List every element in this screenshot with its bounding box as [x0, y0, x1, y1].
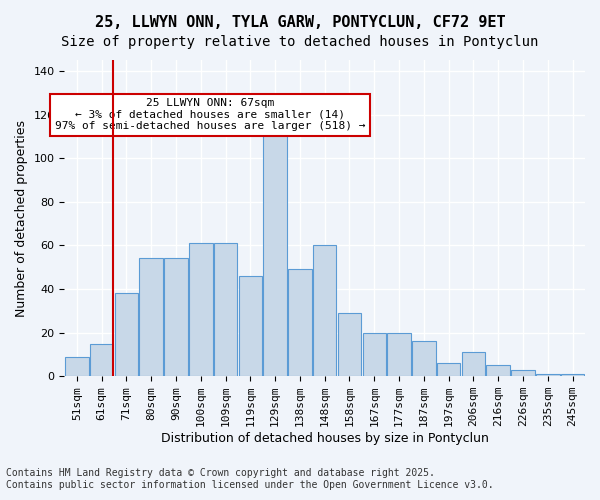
Bar	[487, 366, 510, 376]
Bar	[437, 363, 460, 376]
Bar	[313, 246, 337, 376]
Bar	[164, 258, 188, 376]
Bar	[90, 344, 113, 376]
Bar	[536, 374, 560, 376]
Bar	[461, 352, 485, 376]
Text: 25, LLWYN ONN, TYLA GARW, PONTYCLUN, CF72 9ET: 25, LLWYN ONN, TYLA GARW, PONTYCLUN, CF7…	[95, 15, 505, 30]
Bar	[412, 342, 436, 376]
X-axis label: Distribution of detached houses by size in Pontyclun: Distribution of detached houses by size …	[161, 432, 488, 445]
Text: Size of property relative to detached houses in Pontyclun: Size of property relative to detached ho…	[61, 35, 539, 49]
Bar	[189, 243, 212, 376]
Bar	[561, 374, 584, 376]
Text: 25 LLWYN ONN: 67sqm
← 3% of detached houses are smaller (14)
97% of semi-detache: 25 LLWYN ONN: 67sqm ← 3% of detached hou…	[55, 98, 365, 131]
Bar	[239, 276, 262, 376]
Bar	[214, 243, 238, 376]
Bar	[139, 258, 163, 376]
Bar	[263, 130, 287, 376]
Text: Contains HM Land Registry data © Crown copyright and database right 2025.
Contai: Contains HM Land Registry data © Crown c…	[6, 468, 494, 490]
Bar	[338, 313, 361, 376]
Bar	[511, 370, 535, 376]
Bar	[362, 332, 386, 376]
Bar	[387, 332, 411, 376]
Bar	[65, 356, 89, 376]
Y-axis label: Number of detached properties: Number of detached properties	[15, 120, 28, 316]
Bar	[288, 270, 311, 376]
Bar	[115, 294, 138, 376]
